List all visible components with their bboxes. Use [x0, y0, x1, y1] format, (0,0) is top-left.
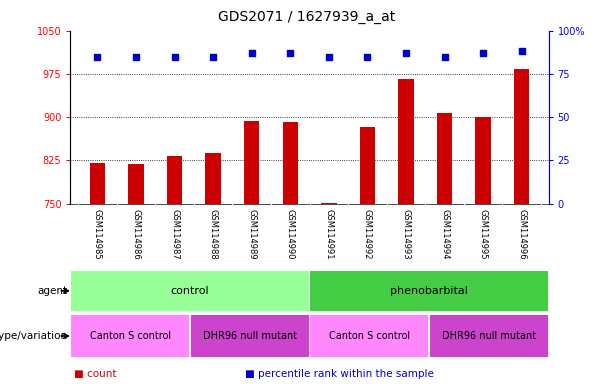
Text: agent: agent	[37, 286, 67, 296]
Text: Canton S control: Canton S control	[329, 331, 410, 341]
Bar	[430, 315, 548, 357]
Text: ■ count: ■ count	[74, 369, 116, 379]
Point	[131, 53, 141, 60]
Bar	[191, 315, 309, 357]
Bar	[283, 122, 298, 204]
Text: GSM114988: GSM114988	[208, 209, 218, 260]
Text: GSM114994: GSM114994	[440, 209, 449, 259]
Text: Canton S control: Canton S control	[89, 331, 171, 341]
Bar	[321, 203, 337, 204]
Bar	[89, 163, 105, 204]
Bar	[398, 79, 414, 204]
Text: DHR96 null mutant: DHR96 null mutant	[442, 331, 536, 341]
Point	[401, 50, 411, 56]
Point	[517, 48, 527, 55]
Bar	[205, 153, 221, 204]
Bar	[514, 69, 530, 204]
Bar	[244, 121, 259, 204]
Bar	[437, 113, 452, 204]
Text: GSM114995: GSM114995	[479, 209, 487, 259]
Point	[362, 53, 372, 60]
Text: GSM114996: GSM114996	[517, 209, 526, 259]
Point	[440, 53, 449, 60]
Bar	[71, 315, 189, 357]
Point	[247, 50, 257, 56]
Text: GSM114990: GSM114990	[286, 209, 295, 259]
Bar	[128, 164, 144, 204]
Bar	[71, 271, 309, 311]
Text: genotype/variation: genotype/variation	[0, 331, 67, 341]
Text: GSM114987: GSM114987	[170, 209, 179, 260]
Bar	[310, 315, 428, 357]
Point	[170, 53, 180, 60]
Point	[208, 53, 218, 60]
Point	[286, 50, 295, 56]
Text: GDS2071 / 1627939_a_at: GDS2071 / 1627939_a_at	[218, 10, 395, 23]
Point	[478, 50, 488, 56]
Point	[324, 53, 333, 60]
Text: ■ percentile rank within the sample: ■ percentile rank within the sample	[245, 369, 434, 379]
Text: GSM114992: GSM114992	[363, 209, 372, 259]
Text: GSM114985: GSM114985	[93, 209, 102, 259]
Bar	[360, 127, 375, 204]
Bar	[167, 156, 182, 204]
Text: GSM114986: GSM114986	[132, 209, 140, 260]
Bar	[475, 117, 491, 204]
Bar	[310, 271, 548, 311]
Text: phenobarbital: phenobarbital	[390, 286, 468, 296]
Text: GSM114989: GSM114989	[247, 209, 256, 259]
Text: DHR96 null mutant: DHR96 null mutant	[203, 331, 297, 341]
Text: GSM114993: GSM114993	[402, 209, 411, 259]
Text: control: control	[170, 286, 210, 296]
Text: GSM114991: GSM114991	[324, 209, 333, 259]
Point	[93, 53, 102, 60]
